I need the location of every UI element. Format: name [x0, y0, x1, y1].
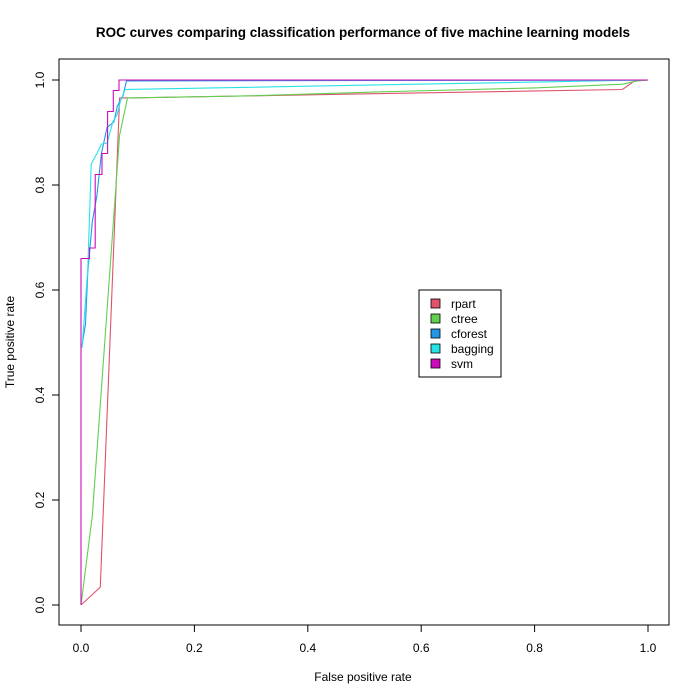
series-layer: [80, 79, 649, 606]
y-tick-label: 0.4: [33, 386, 47, 403]
y-tick-label: 0.8: [33, 176, 47, 193]
x-tick-label: 0.2: [186, 641, 203, 655]
x-axis-title: False positive rate: [314, 670, 412, 684]
legend-label-cforest: cforest: [451, 327, 488, 341]
legend-label-rpart: rpart: [451, 297, 476, 311]
chart-title: ROC curves comparing classification perf…: [96, 25, 630, 40]
y-axis: 0.0 0.2 0.4 0.6 0.8 1.0: [33, 71, 60, 613]
x-tick-label: 0.4: [299, 641, 316, 655]
x-tick-label: 0.0: [73, 641, 90, 655]
legend-swatch-ctree: [430, 313, 441, 324]
legend-swatch-svm: [430, 358, 441, 369]
legend-label-ctree: ctree: [451, 312, 478, 326]
y-tick-label: 1.0: [33, 71, 47, 88]
y-tick-label: 0.0: [33, 596, 47, 613]
legend-swatch-cforest: [430, 328, 441, 339]
x-tick-label: 0.8: [526, 641, 543, 655]
legend-label-svm: svm: [451, 357, 473, 371]
series-line-svm: [80, 79, 648, 605]
y-axis-title: True positive rate: [3, 296, 17, 389]
x-tick-label: 0.6: [413, 641, 430, 655]
y-tick-label: 0.2: [33, 491, 47, 508]
legend-label-bagging: bagging: [451, 342, 494, 356]
legend-swatch-bagging: [430, 343, 441, 354]
x-axis: 0.0 0.2 0.4 0.6 0.8 1.0: [73, 624, 657, 655]
legend-swatch-rpart: [430, 298, 441, 309]
series-line-ctree: [80, 79, 649, 606]
series-line-bagging: [81, 79, 649, 348]
y-tick-label: 0.6: [33, 281, 47, 298]
x-tick-label: 1.0: [640, 641, 657, 655]
